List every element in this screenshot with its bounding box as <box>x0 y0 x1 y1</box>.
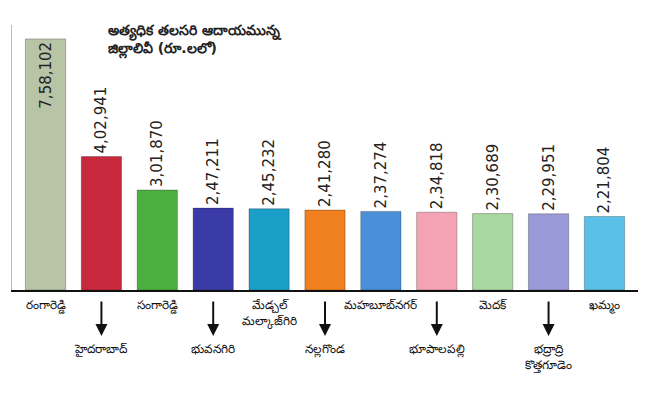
svg-text:భువనగిరి: భువనగిరి <box>191 342 235 356</box>
svg-text:మెదక్: మెదక్ <box>479 298 507 312</box>
svg-text:2,30,689: 2,30,689 <box>484 144 502 211</box>
svg-text:3,01,870: 3,01,870 <box>148 120 166 187</box>
svg-text:2,47,211: 2,47,211 <box>204 138 222 205</box>
svg-text:మేడ్చల్మల్కాజ్‌గిరి: మేడ్చల్మల్కాజ్‌గిరి <box>242 298 297 330</box>
svg-text:భూపాలపల్లి: భూపాలపల్లి <box>409 342 465 358</box>
svg-text:7,58,102: 7,58,102 <box>37 42 55 109</box>
svg-text:2,37,274: 2,37,274 <box>372 142 390 209</box>
svg-text:అత్యధిక తలసరి ఆదాయమున్నజిల్లాల: అత్యధిక తలసరి ఆదాయమున్నజిల్లాలివీ (రూ.లల… <box>108 22 282 59</box>
svg-text:2,21,804: 2,21,804 <box>595 147 613 214</box>
svg-text:హైదరాబాద్: హైదరాబాద్ <box>74 342 128 357</box>
svg-text:2,29,951: 2,29,951 <box>540 144 558 211</box>
svg-text:రంగారెడ్డి: రంగారెడ్డి <box>26 298 66 314</box>
svg-text:భద్రాద్రికొత్తగూడెం: భద్రాద్రికొత్తగూడెం <box>525 342 572 373</box>
svg-text:సంగారెడ్డి: సంగారెడ్డి <box>137 298 178 314</box>
svg-text:2,34,818: 2,34,818 <box>428 142 446 209</box>
svg-text:నల్లగొండ: నల్లగొండ <box>305 342 345 358</box>
svg-text:ఖమ్మం: ఖమ్మం <box>589 298 620 314</box>
svg-text:2,41,280: 2,41,280 <box>316 140 334 207</box>
svg-text:4,02,941: 4,02,941 <box>92 87 110 154</box>
svg-text:2,45,232: 2,45,232 <box>260 139 278 206</box>
svg-text:మహబూబ్‌నగర్: మహబూబ్‌నగర్ <box>344 298 417 312</box>
